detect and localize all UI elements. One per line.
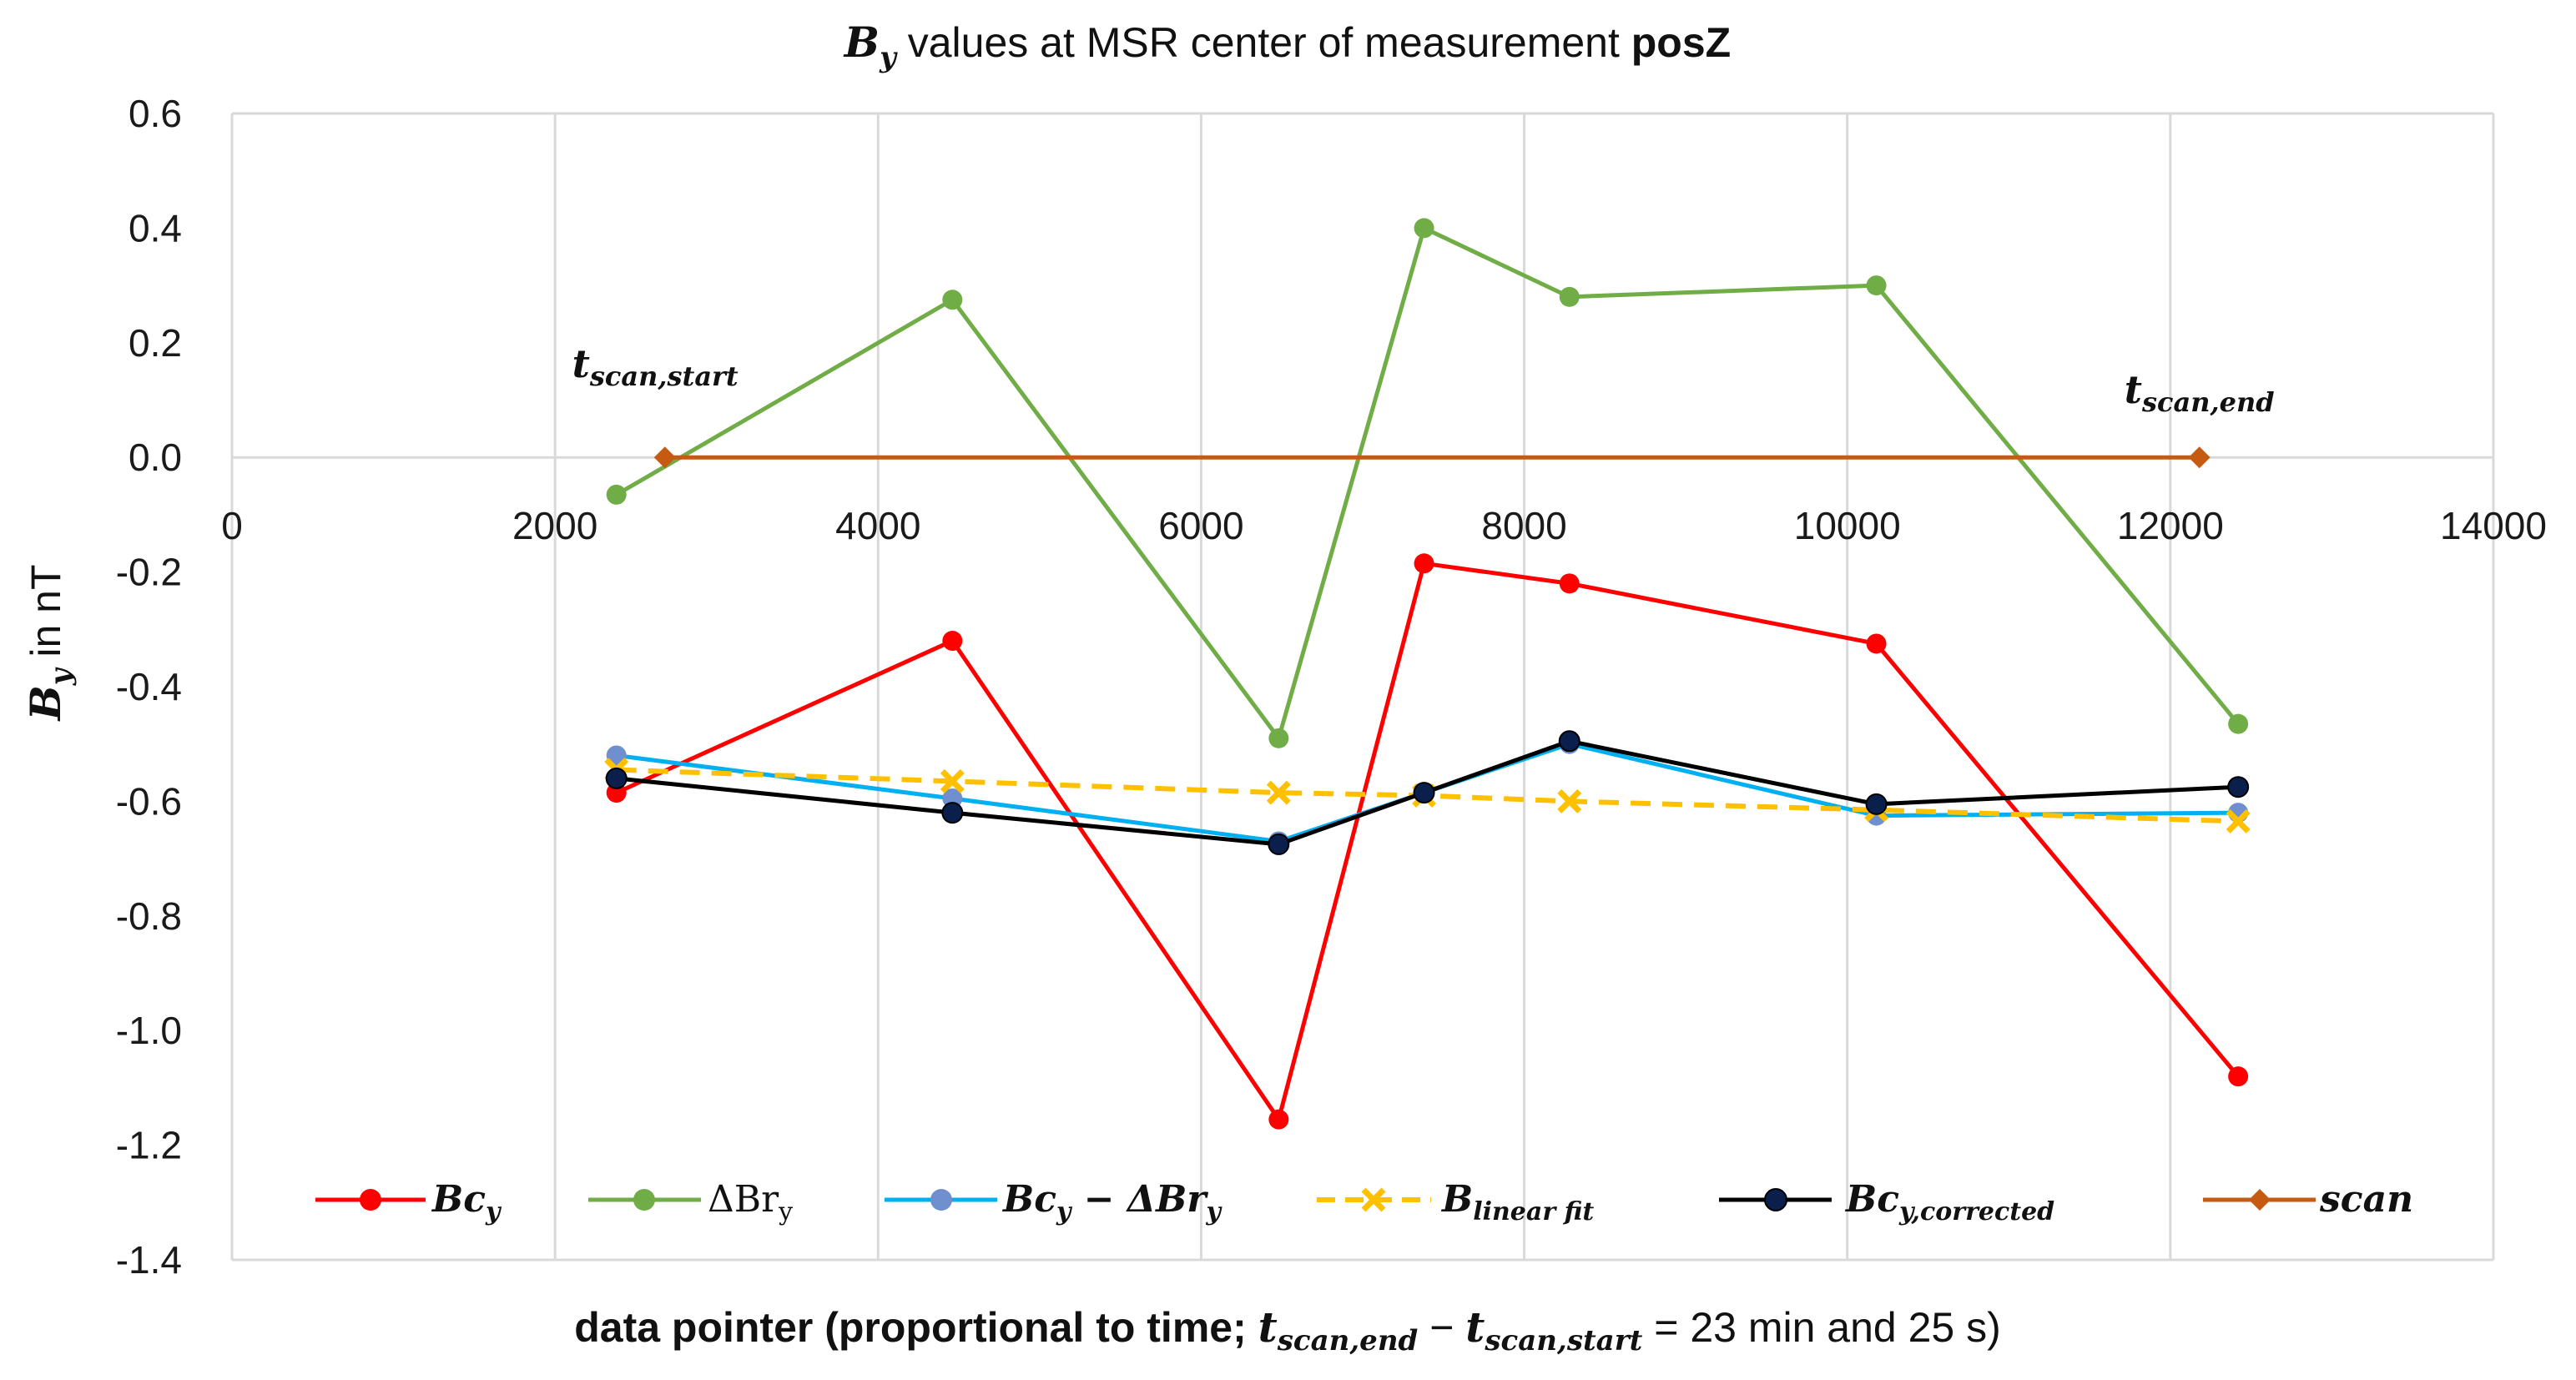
- title-by-sub: y: [879, 41, 898, 74]
- data-point: [2228, 1066, 2249, 1087]
- data-point: [606, 484, 627, 505]
- data-point: [942, 290, 963, 310]
- x-tick-label: 2000: [512, 504, 597, 547]
- series-line: [615, 225, 2241, 741]
- xlabel-t1-sub: scan,end: [1277, 1324, 1419, 1357]
- y-tick-label: -0.4: [116, 665, 182, 708]
- annotation-scan-end: tscan,end: [2125, 367, 2275, 418]
- y-tick-label: 0.0: [129, 436, 182, 479]
- legend-swatch-marker: [1764, 1188, 1787, 1211]
- x-tick-label: 0: [221, 504, 243, 547]
- x-tick-labels: 0 2000 4000 6000 8000 10000 12000 14000: [221, 504, 2547, 547]
- legend-item-bcy: Bcy: [315, 1178, 502, 1226]
- y-tick-label: -0.8: [116, 894, 182, 938]
- series-0: [606, 553, 2249, 1130]
- title-by-symbol: B: [843, 18, 880, 67]
- data-point: [1865, 793, 1888, 815]
- xlabel-t2-sub: scan,start: [1484, 1324, 1642, 1357]
- x-axis-title: data pointer (proportional to time; tsca…: [574, 1302, 2001, 1357]
- data-point: [1557, 788, 1582, 813]
- legend-swatch-marker: [930, 1189, 952, 1211]
- series-layer: [604, 218, 2251, 1130]
- data-point: [1414, 218, 1434, 239]
- y-tick-label: -0.6: [116, 779, 182, 823]
- ylabel-sub: y: [44, 667, 78, 686]
- y-tick-label: -1.4: [116, 1238, 182, 1282]
- data-point: [1559, 286, 1580, 307]
- legend-swatch-marker: [360, 1189, 381, 1211]
- series-1: [606, 218, 2249, 748]
- legend-label: scan: [2319, 1178, 2413, 1221]
- data-point: [1866, 275, 1887, 296]
- xlabel-suffix: = 23 min and 25 s): [1642, 1304, 2000, 1351]
- data-point: [1414, 553, 1434, 574]
- legend-label: Blinear fit: [1440, 1178, 1594, 1226]
- data-point: [1266, 780, 1291, 805]
- ylabel-symbol: B: [21, 685, 70, 722]
- data-point: [2188, 446, 2211, 469]
- legend-item-linear-fit: Blinear fit: [1317, 1178, 1594, 1226]
- legend-label: ΔBry: [708, 1178, 793, 1226]
- ylabel-suffix: in nT: [23, 564, 69, 668]
- legend-label: Bcy − ΔBry: [1001, 1178, 1222, 1226]
- y-tick-label: -1.0: [116, 1009, 182, 1052]
- x-tick-label: 4000: [835, 504, 920, 547]
- data-point: [942, 631, 963, 652]
- y-tick-label: 0.6: [129, 92, 182, 135]
- title-prefix: values at MSR center of measurement: [896, 19, 1631, 66]
- legend-label: Bcy,corrected: [1844, 1178, 2054, 1226]
- xlabel-minus: −: [1418, 1304, 1465, 1351]
- data-point: [2226, 808, 2251, 834]
- y-tick-label: -1.2: [116, 1124, 182, 1167]
- legend-swatch-marker: [2249, 1189, 2271, 1211]
- legend-item-scan: scan: [2203, 1178, 2413, 1221]
- data-point: [605, 767, 628, 789]
- legend-swatch-marker: [633, 1189, 655, 1211]
- y-tick-label: -0.2: [116, 551, 182, 594]
- annotation-scan-start: tscan,start: [572, 341, 739, 392]
- xlabel-t1: t: [1258, 1302, 1278, 1352]
- data-point: [1268, 1109, 1289, 1130]
- chart-title: By values at MSR center of measurement p…: [843, 18, 1731, 74]
- legend-swatch-marker: [1361, 1187, 1386, 1212]
- legend: Bcy ΔBry Bcy − ΔBry Blinear fit Bcy,corr: [315, 1178, 2413, 1226]
- data-point: [606, 745, 627, 766]
- y-tick-labels: 0.6 0.4 0.2 0.0 -0.2 -0.4 -0.6 -0.8 -1.0 -1.2 -1.4: [116, 92, 182, 1282]
- x-tick-label: 6000: [1158, 504, 1243, 547]
- legend-label: Bcy: [431, 1178, 502, 1226]
- data-point: [2227, 776, 2250, 798]
- legend-item-bcy-minus-delta: Bcy − ΔBry: [885, 1178, 1222, 1226]
- x-tick-label: 8000: [1481, 504, 1566, 547]
- y-tick-label: 0.2: [129, 321, 182, 365]
- data-point: [1268, 728, 1289, 748]
- series-line: [615, 561, 2241, 1122]
- annotation-layer: tscan,start tscan,end: [572, 341, 2275, 418]
- data-point: [1268, 833, 1290, 855]
- y-tick-label: 0.4: [129, 206, 182, 249]
- xlabel-prefix: data pointer (proportional to time;: [574, 1304, 1258, 1351]
- data-point: [1558, 730, 1580, 753]
- data-point: [940, 768, 965, 793]
- legend-item-corrected: Bcy,corrected: [1719, 1178, 2054, 1226]
- data-point: [1559, 573, 1580, 594]
- legend-item-delta-bry: ΔBry: [588, 1178, 793, 1226]
- xlabel-t2: t: [1465, 1302, 1485, 1352]
- x-tick-label: 12000: [2117, 504, 2224, 547]
- data-point: [1413, 782, 1435, 804]
- data-point: [653, 446, 676, 469]
- grid-layer: [230, 112, 2495, 1262]
- y-axis-title: By in nT: [21, 564, 78, 722]
- data-point: [1866, 633, 1887, 654]
- x-tick-label: 10000: [1794, 504, 1901, 547]
- x-tick-label: 14000: [2440, 504, 2547, 547]
- series-5: [653, 446, 2211, 469]
- title-bold: posZ: [1631, 19, 1731, 66]
- data-point: [2228, 713, 2249, 734]
- data-point: [941, 802, 964, 824]
- series-4: [605, 730, 2250, 855]
